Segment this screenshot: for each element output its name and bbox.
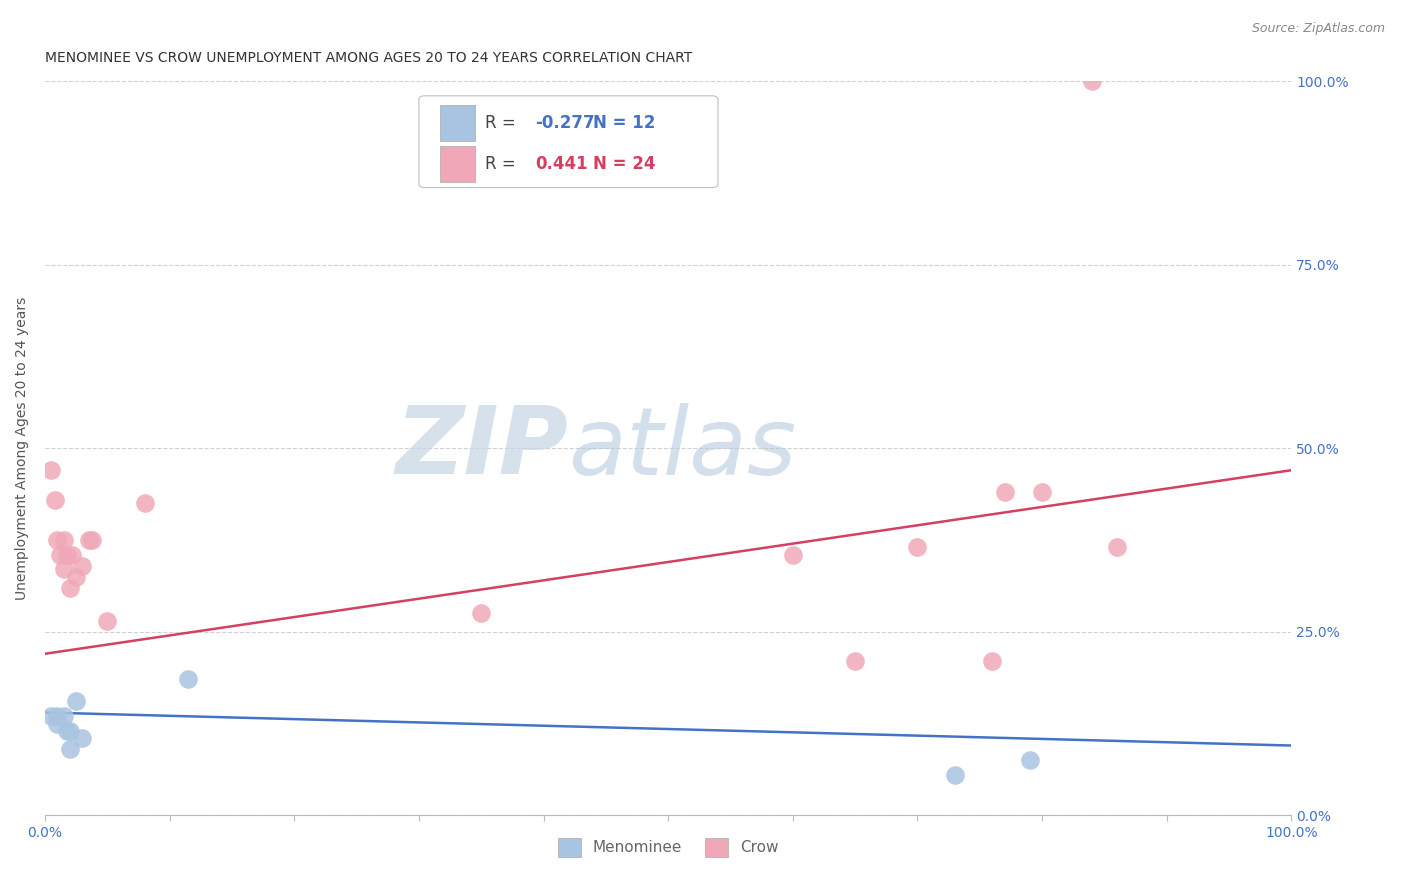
Text: Source: ZipAtlas.com: Source: ZipAtlas.com: [1251, 22, 1385, 36]
Point: [1031, 485, 1053, 500]
Point: [981, 654, 1004, 668]
Point: [56, 548, 79, 562]
Point: [1081, 74, 1104, 88]
Point: [177, 673, 200, 687]
Point: [72, 731, 94, 746]
Text: -0.277: -0.277: [534, 114, 595, 132]
Point: [77, 533, 100, 547]
Point: [52, 709, 75, 723]
Point: [39, 709, 62, 723]
Text: MENOMINEE VS CROW UNEMPLOYMENT AMONG AGES 20 TO 24 YEARS CORRELATION CHART: MENOMINEE VS CROW UNEMPLOYMENT AMONG AGE…: [45, 51, 692, 65]
Text: R =: R =: [485, 114, 522, 132]
Point: [39, 463, 62, 477]
Point: [60, 548, 83, 562]
Point: [782, 548, 804, 562]
Point: [44, 492, 66, 507]
Legend: Menominee, Crow: Menominee, Crow: [551, 832, 785, 863]
FancyBboxPatch shape: [419, 95, 718, 187]
Point: [56, 723, 79, 738]
Point: [59, 723, 82, 738]
Point: [59, 581, 82, 595]
Text: 0.441: 0.441: [534, 155, 588, 173]
Bar: [440, 146, 475, 182]
Point: [72, 558, 94, 573]
Point: [844, 654, 866, 668]
Point: [49, 548, 72, 562]
Point: [65, 694, 87, 708]
Point: [994, 485, 1017, 500]
Point: [943, 768, 966, 782]
Point: [52, 562, 75, 576]
Text: N = 24: N = 24: [593, 155, 655, 173]
Point: [46, 533, 69, 547]
Point: [907, 541, 929, 555]
Point: [65, 570, 87, 584]
Text: R =: R =: [485, 155, 522, 173]
Bar: [440, 105, 475, 141]
Point: [96, 614, 118, 628]
Text: N = 12: N = 12: [593, 114, 655, 132]
Point: [1018, 753, 1040, 767]
Point: [46, 716, 69, 731]
Text: atlas: atlas: [568, 402, 797, 493]
Point: [134, 496, 156, 510]
Text: ZIP: ZIP: [395, 402, 568, 494]
Point: [1105, 541, 1128, 555]
Point: [470, 607, 492, 621]
Point: [52, 533, 75, 547]
Y-axis label: Unemployment Among Ages 20 to 24 years: Unemployment Among Ages 20 to 24 years: [15, 296, 30, 599]
Point: [82, 533, 104, 547]
Point: [59, 742, 82, 756]
Point: [46, 709, 69, 723]
